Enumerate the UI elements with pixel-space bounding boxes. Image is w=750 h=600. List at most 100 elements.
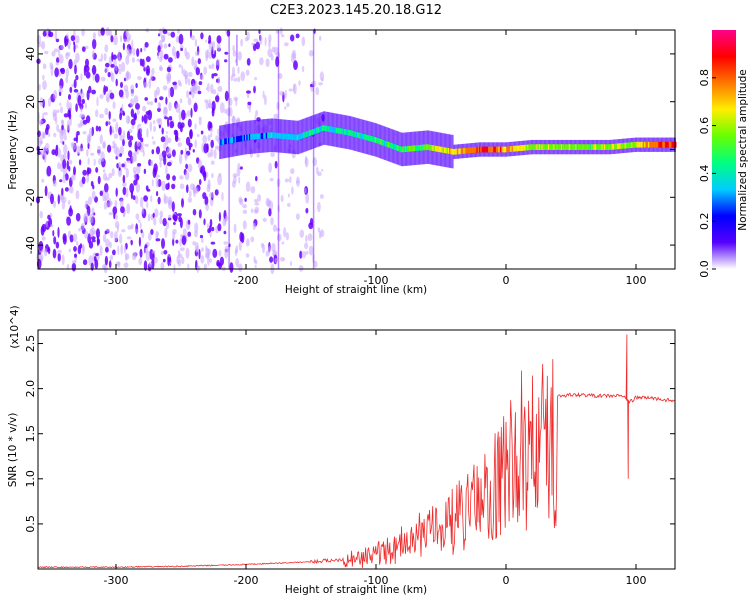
noise-speck — [139, 222, 142, 230]
noise-speck — [259, 57, 264, 66]
signal-cell — [220, 139, 223, 145]
signal-cell — [575, 144, 578, 150]
noise-speck — [126, 130, 131, 141]
noise-speck — [70, 142, 75, 147]
signal-cell — [324, 125, 327, 132]
noise-speck — [82, 169, 88, 176]
noise-speck — [100, 53, 103, 62]
signal-cell — [389, 142, 392, 149]
signal-cell — [601, 144, 604, 150]
noise-speck — [41, 223, 47, 233]
noise-speck — [146, 101, 151, 105]
noise-speck — [156, 231, 159, 237]
noise-speck — [68, 159, 73, 165]
noise-speck — [73, 166, 76, 176]
noise-speck — [43, 153, 47, 163]
snr-x-ticks: -300 -200 -100 0 100 — [104, 330, 647, 587]
noise-speck — [104, 191, 110, 202]
signal-cell — [230, 137, 234, 144]
noise-speck — [143, 168, 147, 174]
noise-speck — [63, 113, 69, 118]
snr-frame — [37, 329, 676, 570]
noise-speck — [73, 89, 79, 93]
signal-cell — [671, 141, 674, 148]
noise-speck — [245, 181, 251, 193]
noise-speck — [197, 90, 202, 95]
noise-speck — [214, 189, 219, 196]
signal-cell — [520, 145, 524, 151]
noise-speck — [181, 109, 186, 121]
noise-speck — [179, 247, 185, 252]
noise-speck — [298, 80, 301, 86]
noise-speck — [129, 135, 134, 141]
noise-speck — [253, 198, 259, 203]
noise-speck — [144, 244, 148, 249]
signal-cell — [368, 135, 371, 142]
noise-speck — [133, 179, 138, 186]
noise-speck — [38, 83, 41, 92]
signal-cell — [272, 132, 275, 139]
noise-speck — [152, 212, 155, 219]
noise-speck — [305, 207, 309, 214]
noise-speck — [157, 196, 161, 205]
noise-speck — [254, 265, 257, 268]
noise-speck — [159, 66, 164, 71]
signal-cell — [222, 138, 226, 145]
signal-cell — [364, 134, 368, 140]
signal-cell — [362, 133, 365, 140]
signal-cell — [495, 146, 499, 153]
noise-speck — [162, 218, 167, 227]
noise-speck — [167, 72, 172, 84]
signal-cell — [289, 133, 292, 140]
noise-speck — [216, 42, 221, 51]
noise-speck — [67, 94, 72, 100]
noise-speck — [255, 41, 260, 50]
noise-speck — [135, 83, 138, 88]
noise-speck — [253, 256, 256, 263]
noise-speck — [253, 209, 259, 214]
signal-cell — [616, 143, 620, 150]
chart-title: C2E3.2023.145.20.18.G12 — [270, 3, 442, 18]
signal-cell — [516, 145, 520, 152]
noise-speck — [174, 130, 179, 140]
noise-speck — [299, 250, 303, 259]
noise-speck — [254, 77, 258, 81]
noise-speck — [125, 252, 128, 262]
signal-cell — [488, 146, 491, 153]
noise-speck — [208, 64, 213, 70]
noise-speck — [145, 56, 151, 63]
noise-speck — [194, 139, 197, 149]
noise-speck — [130, 239, 133, 246]
noise-speck — [92, 32, 97, 40]
noise-speck — [52, 248, 57, 259]
noise-speck — [95, 253, 99, 257]
noise-speck — [207, 152, 212, 158]
noise-speck — [144, 97, 148, 101]
signal-cell — [668, 141, 672, 148]
noise-speck — [218, 263, 223, 269]
noise-speck — [233, 77, 238, 82]
noise-speck — [209, 192, 214, 198]
noise-speck — [93, 158, 96, 167]
noise-speck — [172, 175, 176, 182]
noise-speck — [212, 248, 218, 258]
noise-speck — [59, 102, 62, 106]
noise-speck — [43, 247, 48, 257]
noise-speck — [104, 255, 108, 266]
noise-speck — [211, 73, 214, 79]
noise-speck — [245, 253, 250, 258]
signal-cell — [329, 126, 332, 133]
noise-speck — [81, 46, 86, 52]
noise-speck — [66, 263, 70, 270]
signal-cell — [505, 146, 508, 153]
snr-series-line — [37, 334, 675, 569]
signal-cell — [320, 126, 323, 132]
signal-cell — [625, 142, 629, 149]
signal-cell — [636, 141, 639, 148]
noise-speck — [62, 233, 67, 242]
noise-speck — [81, 176, 86, 185]
noise-speck — [248, 104, 251, 113]
signal-cell — [258, 133, 261, 140]
noise-speck — [159, 28, 162, 36]
